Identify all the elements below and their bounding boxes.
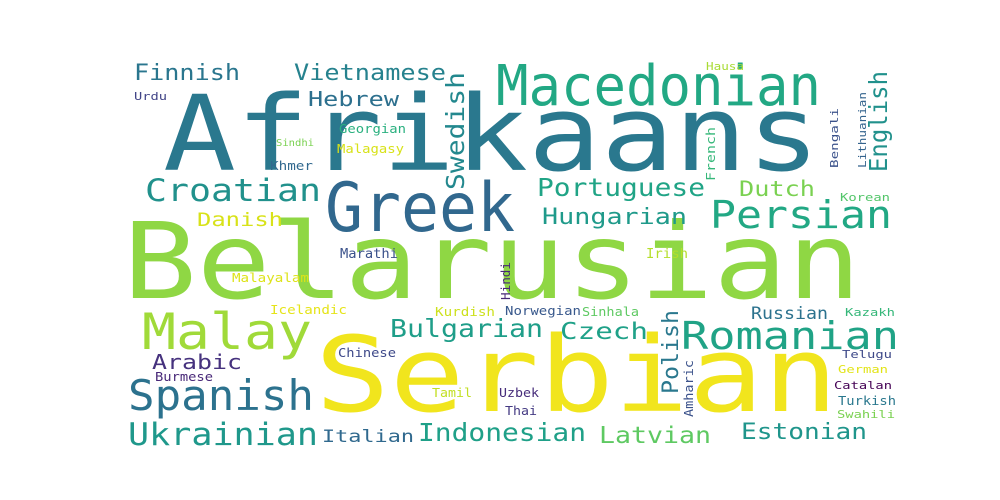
word-belarusian: Belarusian: [123, 201, 861, 323]
word-sinhala: Sinhala: [582, 305, 639, 319]
word-burmese: Burmese: [155, 370, 213, 384]
word-danish: Danish: [197, 209, 283, 231]
word-sindhi: Sindhi: [276, 138, 314, 149]
word-hebrew: Hebrew: [308, 87, 400, 111]
word-catalan: Catalan: [834, 379, 892, 392]
word-thai: Thai: [505, 404, 537, 418]
word-lithuanian: Lithuanian: [856, 92, 869, 168]
word-arabic: Arabic: [152, 350, 242, 374]
word-finnish: Finnish: [134, 61, 240, 86]
word-french: French: [704, 127, 718, 181]
word-portuguese: Portuguese: [537, 173, 705, 202]
word-czech: Czech: [560, 319, 648, 345]
word-malagasy: Malagasy: [337, 142, 404, 156]
word-tamil: Tamil: [432, 386, 472, 400]
word-indonesian: Indonesian: [418, 418, 586, 447]
word-romanian: Romanian: [681, 314, 899, 358]
word-afrikaans: Afrikaans: [163, 73, 820, 195]
word-korean: Korean: [840, 191, 890, 204]
word-telugu: Telugu: [842, 348, 892, 361]
word-uzbek: Uzbek: [499, 386, 540, 400]
word-vietnamese: Vietnamese: [294, 61, 446, 86]
word-serbian: Serbian: [315, 314, 838, 436]
word-russian: Russian: [751, 304, 828, 324]
word-swedish: Swedish: [441, 72, 470, 190]
word-kurdish: Kurdish: [435, 305, 495, 319]
word-hindi: Hindi: [499, 262, 513, 300]
word-malay: Malay: [142, 303, 312, 361]
word-khmer: Khmer: [270, 159, 313, 173]
word-polish: Polish: [659, 310, 684, 394]
word-norwegian: Norwegian: [505, 304, 581, 318]
word-bengali: Bengali: [828, 108, 841, 168]
word-malayalam: Malayalam: [232, 271, 309, 285]
word-latvian: Latvian: [599, 423, 711, 449]
word-turkish: Turkish: [838, 394, 896, 408]
word-chinese: Chinese: [338, 346, 396, 360]
word-greek: Greek: [325, 169, 515, 248]
word-amharic: Amharic: [682, 360, 696, 417]
word-dutch: Dutch: [739, 177, 815, 201]
word-icelandic: Icelandic: [270, 303, 347, 317]
word-bulgarian: Bulgarian: [390, 314, 543, 343]
word-persian: Persian: [710, 193, 892, 237]
word-spanish: Spanish: [128, 371, 314, 420]
word-swahili: Swahili: [837, 408, 895, 421]
word-macedonian: Macedonian: [496, 54, 821, 119]
word-hausa: Hausa: [706, 60, 744, 73]
word-irish: Irish: [646, 247, 688, 262]
word-italian: Italian: [322, 427, 414, 447]
word-german: German: [838, 363, 888, 376]
word-ukrainian: Ukrainian: [128, 417, 318, 453]
word-english: English: [864, 71, 893, 172]
word-estonian: Estonian: [741, 420, 867, 445]
word-marathi: Marathi: [340, 247, 398, 262]
word-hungarian: Hungarian: [542, 205, 687, 230]
word-kazakh: Kazakh: [845, 306, 895, 319]
word-georgian: Georgian: [339, 122, 406, 136]
word-croatian: Croatian: [145, 173, 321, 209]
word-urdu: Urdu: [134, 90, 167, 103]
